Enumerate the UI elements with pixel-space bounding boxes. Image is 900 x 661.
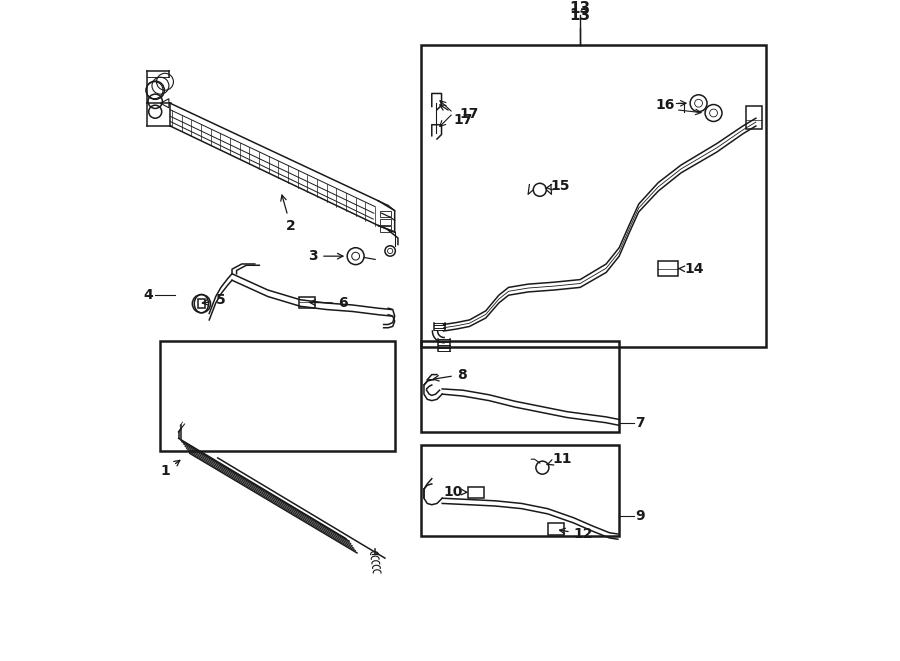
Bar: [160, 341, 395, 451]
Text: 10: 10: [444, 485, 467, 499]
Text: 14: 14: [679, 262, 704, 276]
Bar: [381, 212, 391, 217]
Text: 13: 13: [570, 1, 590, 17]
Text: 3: 3: [309, 249, 343, 263]
Bar: [381, 219, 391, 225]
Text: 17: 17: [440, 105, 472, 126]
Text: 1: 1: [161, 460, 180, 478]
Bar: [381, 226, 391, 232]
Text: 2: 2: [281, 195, 295, 233]
Text: 17: 17: [460, 107, 479, 122]
Text: 4: 4: [143, 288, 153, 302]
Text: 5: 5: [202, 293, 226, 307]
Text: 16: 16: [655, 98, 674, 112]
Text: 15: 15: [545, 179, 571, 193]
Bar: [468, 487, 484, 498]
Text: 9: 9: [634, 510, 644, 524]
Text: 8: 8: [433, 368, 466, 381]
Text: 12: 12: [560, 527, 593, 541]
Bar: [746, 106, 762, 130]
Text: 6: 6: [310, 296, 347, 310]
Text: 11: 11: [546, 452, 572, 466]
Bar: [547, 523, 564, 535]
Bar: [299, 297, 315, 308]
Text: 7: 7: [634, 416, 644, 430]
Bar: [420, 445, 619, 536]
Bar: [658, 261, 678, 276]
Bar: [420, 45, 766, 347]
Text: 13: 13: [570, 8, 590, 23]
Bar: [420, 341, 619, 432]
Bar: [198, 299, 205, 308]
